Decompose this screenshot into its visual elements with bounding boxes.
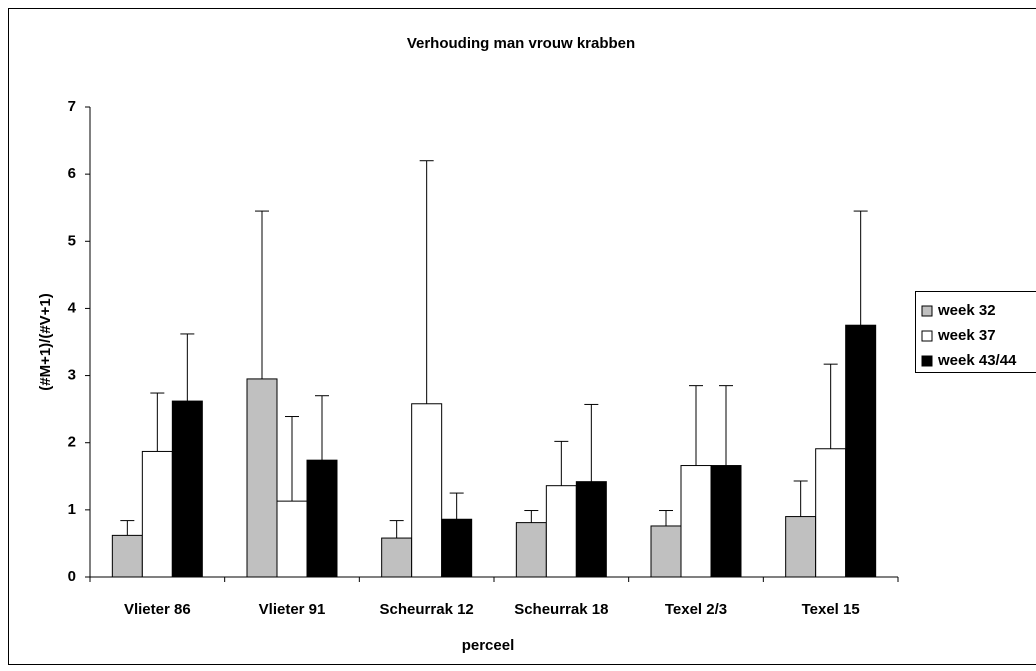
y-tick-label: 0 xyxy=(68,568,76,585)
y-tick-label: 3 xyxy=(68,367,76,384)
y-tick-label: 7 xyxy=(68,98,76,115)
bar xyxy=(710,465,742,578)
bar xyxy=(785,516,817,578)
y-tick-label: 5 xyxy=(68,232,76,249)
x-tick-label: Vlieter 86 xyxy=(124,601,191,618)
legend-swatch xyxy=(921,305,933,317)
y-tick-label: 1 xyxy=(68,501,76,518)
x-tick-label: Scheurrak 12 xyxy=(380,601,474,618)
x-tick-label: Vlieter 91 xyxy=(259,601,326,618)
legend-label: week 37 xyxy=(937,327,996,344)
x-tick-label: Texel 15 xyxy=(802,601,860,618)
legend-swatch xyxy=(921,330,933,342)
y-tick-label: 4 xyxy=(68,299,77,316)
bar xyxy=(306,459,338,578)
x-tick-label: Texel 2/3 xyxy=(665,601,727,618)
bar xyxy=(845,324,877,578)
bar xyxy=(680,465,712,578)
bar xyxy=(650,525,682,578)
legend-box xyxy=(915,291,1036,373)
bar xyxy=(276,500,308,578)
bar xyxy=(141,450,173,578)
bar xyxy=(381,537,413,578)
bar xyxy=(246,378,278,578)
bar xyxy=(575,481,607,578)
y-tick-label: 6 xyxy=(68,165,76,182)
y-tick-label: 2 xyxy=(68,434,76,451)
legend-label: week 32 xyxy=(937,302,996,319)
bar xyxy=(111,534,143,578)
bar xyxy=(411,403,443,578)
chart-title: Verhouding man vrouw krabben xyxy=(407,35,635,52)
bar xyxy=(171,400,203,578)
legend-swatch xyxy=(921,355,933,367)
chart-body: Verhouding man vrouw krabben perceel (#M… xyxy=(8,8,1036,665)
x-axis-label: perceel xyxy=(462,637,515,654)
legend-label: week 43/44 xyxy=(937,352,1017,369)
bar xyxy=(815,448,847,578)
bar xyxy=(545,485,577,578)
y-axis-label: (#M+1)/(#V+1) xyxy=(37,293,54,391)
plot-area: 0 1 2 3 4 5 6 7 Vlieter 86 Vlieter 91 Scheurrak 12… xyxy=(68,98,1017,618)
bar xyxy=(515,522,547,578)
x-tick-label: Scheurrak 18 xyxy=(514,601,608,618)
bar xyxy=(441,518,473,578)
